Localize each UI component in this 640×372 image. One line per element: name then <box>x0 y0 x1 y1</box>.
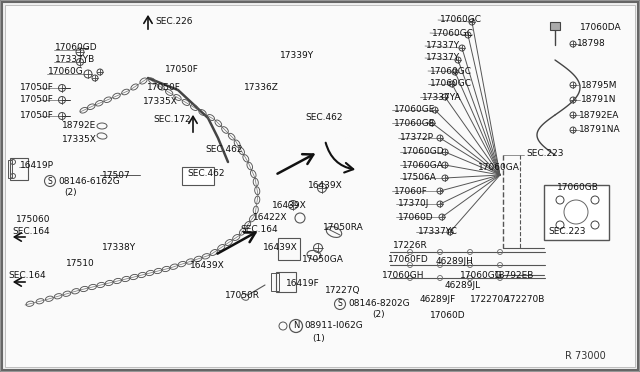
Text: 16439X: 16439X <box>190 260 225 269</box>
Text: (2): (2) <box>372 311 385 320</box>
FancyBboxPatch shape <box>182 167 214 185</box>
Text: 17060GC: 17060GC <box>430 67 472 76</box>
Text: SEC.462: SEC.462 <box>205 145 243 154</box>
Bar <box>550 22 560 30</box>
Text: 17060GD: 17060GD <box>402 148 445 157</box>
Text: 18795M: 18795M <box>581 80 618 90</box>
Text: 16422X: 16422X <box>253 214 287 222</box>
Text: 17506A: 17506A <box>402 173 437 183</box>
Text: 17060FD: 17060FD <box>388 256 429 264</box>
Text: 17050F: 17050F <box>20 112 54 121</box>
Text: (1): (1) <box>312 334 324 343</box>
Text: 17227Q: 17227Q <box>325 285 360 295</box>
Text: 17370J: 17370J <box>398 199 429 208</box>
Text: SEC.462: SEC.462 <box>187 169 225 177</box>
Text: 17060GB: 17060GB <box>557 183 599 192</box>
Text: 18791NA: 18791NA <box>579 125 621 135</box>
Text: 17337YB: 17337YB <box>55 55 95 64</box>
Text: 17337YC: 17337YC <box>418 228 458 237</box>
Text: 17507: 17507 <box>102 170 131 180</box>
Text: 17510: 17510 <box>66 260 95 269</box>
Text: 17060GG: 17060GG <box>460 270 503 279</box>
Text: 17050F: 17050F <box>147 83 181 93</box>
Text: 17060GA: 17060GA <box>478 164 520 173</box>
Text: S: S <box>338 299 342 308</box>
Text: 08146-6162G: 08146-6162G <box>58 176 120 186</box>
Text: 08146-8202G: 08146-8202G <box>348 299 410 308</box>
Bar <box>8 160 12 178</box>
Text: 17060F: 17060F <box>394 186 428 196</box>
Text: 17339Y: 17339Y <box>280 51 314 60</box>
Text: N: N <box>293 321 299 330</box>
Text: 17050F: 17050F <box>165 65 199 74</box>
Text: SEC.462: SEC.462 <box>305 113 342 122</box>
Text: 17372P: 17372P <box>400 134 434 142</box>
Text: SEC.223: SEC.223 <box>548 228 586 237</box>
Text: 46289JH: 46289JH <box>436 257 474 266</box>
Text: 17337YA: 17337YA <box>422 93 461 102</box>
Text: 46289JF: 46289JF <box>420 295 456 305</box>
Text: (2): (2) <box>64 189 77 198</box>
Text: 08911-I062G: 08911-I062G <box>304 321 363 330</box>
Text: 172270A: 172270A <box>470 295 510 305</box>
Text: 17335X: 17335X <box>62 135 97 144</box>
Text: 17050RA: 17050RA <box>323 224 364 232</box>
Text: 16419P: 16419P <box>20 161 54 170</box>
Bar <box>10 158 28 180</box>
Bar <box>271 273 279 291</box>
Text: 17050F: 17050F <box>20 96 54 105</box>
Text: 17050R: 17050R <box>225 291 260 299</box>
Text: SEC.164: SEC.164 <box>8 272 45 280</box>
Text: 18791N: 18791N <box>581 96 616 105</box>
Text: 17060GE: 17060GE <box>394 119 435 128</box>
Text: 16419F: 16419F <box>286 279 320 288</box>
Bar <box>278 238 300 260</box>
Text: 18792EA: 18792EA <box>579 110 620 119</box>
Text: 16439X: 16439X <box>308 180 343 189</box>
Text: SEC.164: SEC.164 <box>12 228 50 237</box>
Text: 18792EB: 18792EB <box>494 270 534 279</box>
Bar <box>544 185 609 240</box>
Text: 17050GA: 17050GA <box>302 256 344 264</box>
Text: R 73000: R 73000 <box>565 351 605 361</box>
Text: 17060GH: 17060GH <box>382 270 424 279</box>
Text: S: S <box>47 176 52 186</box>
Text: SEC.223: SEC.223 <box>526 150 563 158</box>
Text: 17060D: 17060D <box>430 311 466 320</box>
Text: 17060D: 17060D <box>398 212 434 221</box>
Bar <box>276 272 296 292</box>
Text: 18792E: 18792E <box>62 122 96 131</box>
Text: 18798: 18798 <box>577 39 605 48</box>
Text: 17337Y: 17337Y <box>426 54 460 62</box>
Text: 17060G: 17060G <box>48 67 84 77</box>
Text: 16439X: 16439X <box>272 201 307 209</box>
Text: 17060GE: 17060GE <box>394 106 435 115</box>
Text: 17060GC: 17060GC <box>440 16 482 25</box>
Text: 17060DA: 17060DA <box>580 23 621 32</box>
Text: 17060GA: 17060GA <box>402 160 444 170</box>
Text: 17060GD: 17060GD <box>55 44 98 52</box>
Text: 17226R: 17226R <box>393 241 428 250</box>
Text: 17337Y: 17337Y <box>426 42 460 51</box>
Text: 17335X: 17335X <box>143 97 178 106</box>
Text: 17050F: 17050F <box>20 83 54 93</box>
Text: SEC.226: SEC.226 <box>155 17 193 26</box>
Text: 17338Y: 17338Y <box>102 244 136 253</box>
Text: 17060GC: 17060GC <box>432 29 474 38</box>
Text: 172270B: 172270B <box>505 295 545 305</box>
Text: 175060: 175060 <box>16 215 51 224</box>
Text: 46289JL: 46289JL <box>445 280 481 289</box>
Text: 17336Z: 17336Z <box>244 83 279 93</box>
Text: SEC.172: SEC.172 <box>153 115 191 125</box>
Text: 17060GC: 17060GC <box>430 80 472 89</box>
Text: 16439X: 16439X <box>263 244 298 253</box>
Text: SEC.164: SEC.164 <box>240 225 278 234</box>
